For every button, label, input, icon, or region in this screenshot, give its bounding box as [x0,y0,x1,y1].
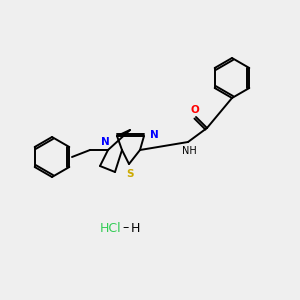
Text: HCl: HCl [100,221,122,235]
Text: N: N [100,137,109,147]
Text: O: O [190,105,200,115]
Text: –: – [123,221,129,235]
Text: NH: NH [182,146,196,156]
Text: N: N [150,130,159,140]
Text: H: H [130,221,140,235]
Text: S: S [126,169,134,179]
